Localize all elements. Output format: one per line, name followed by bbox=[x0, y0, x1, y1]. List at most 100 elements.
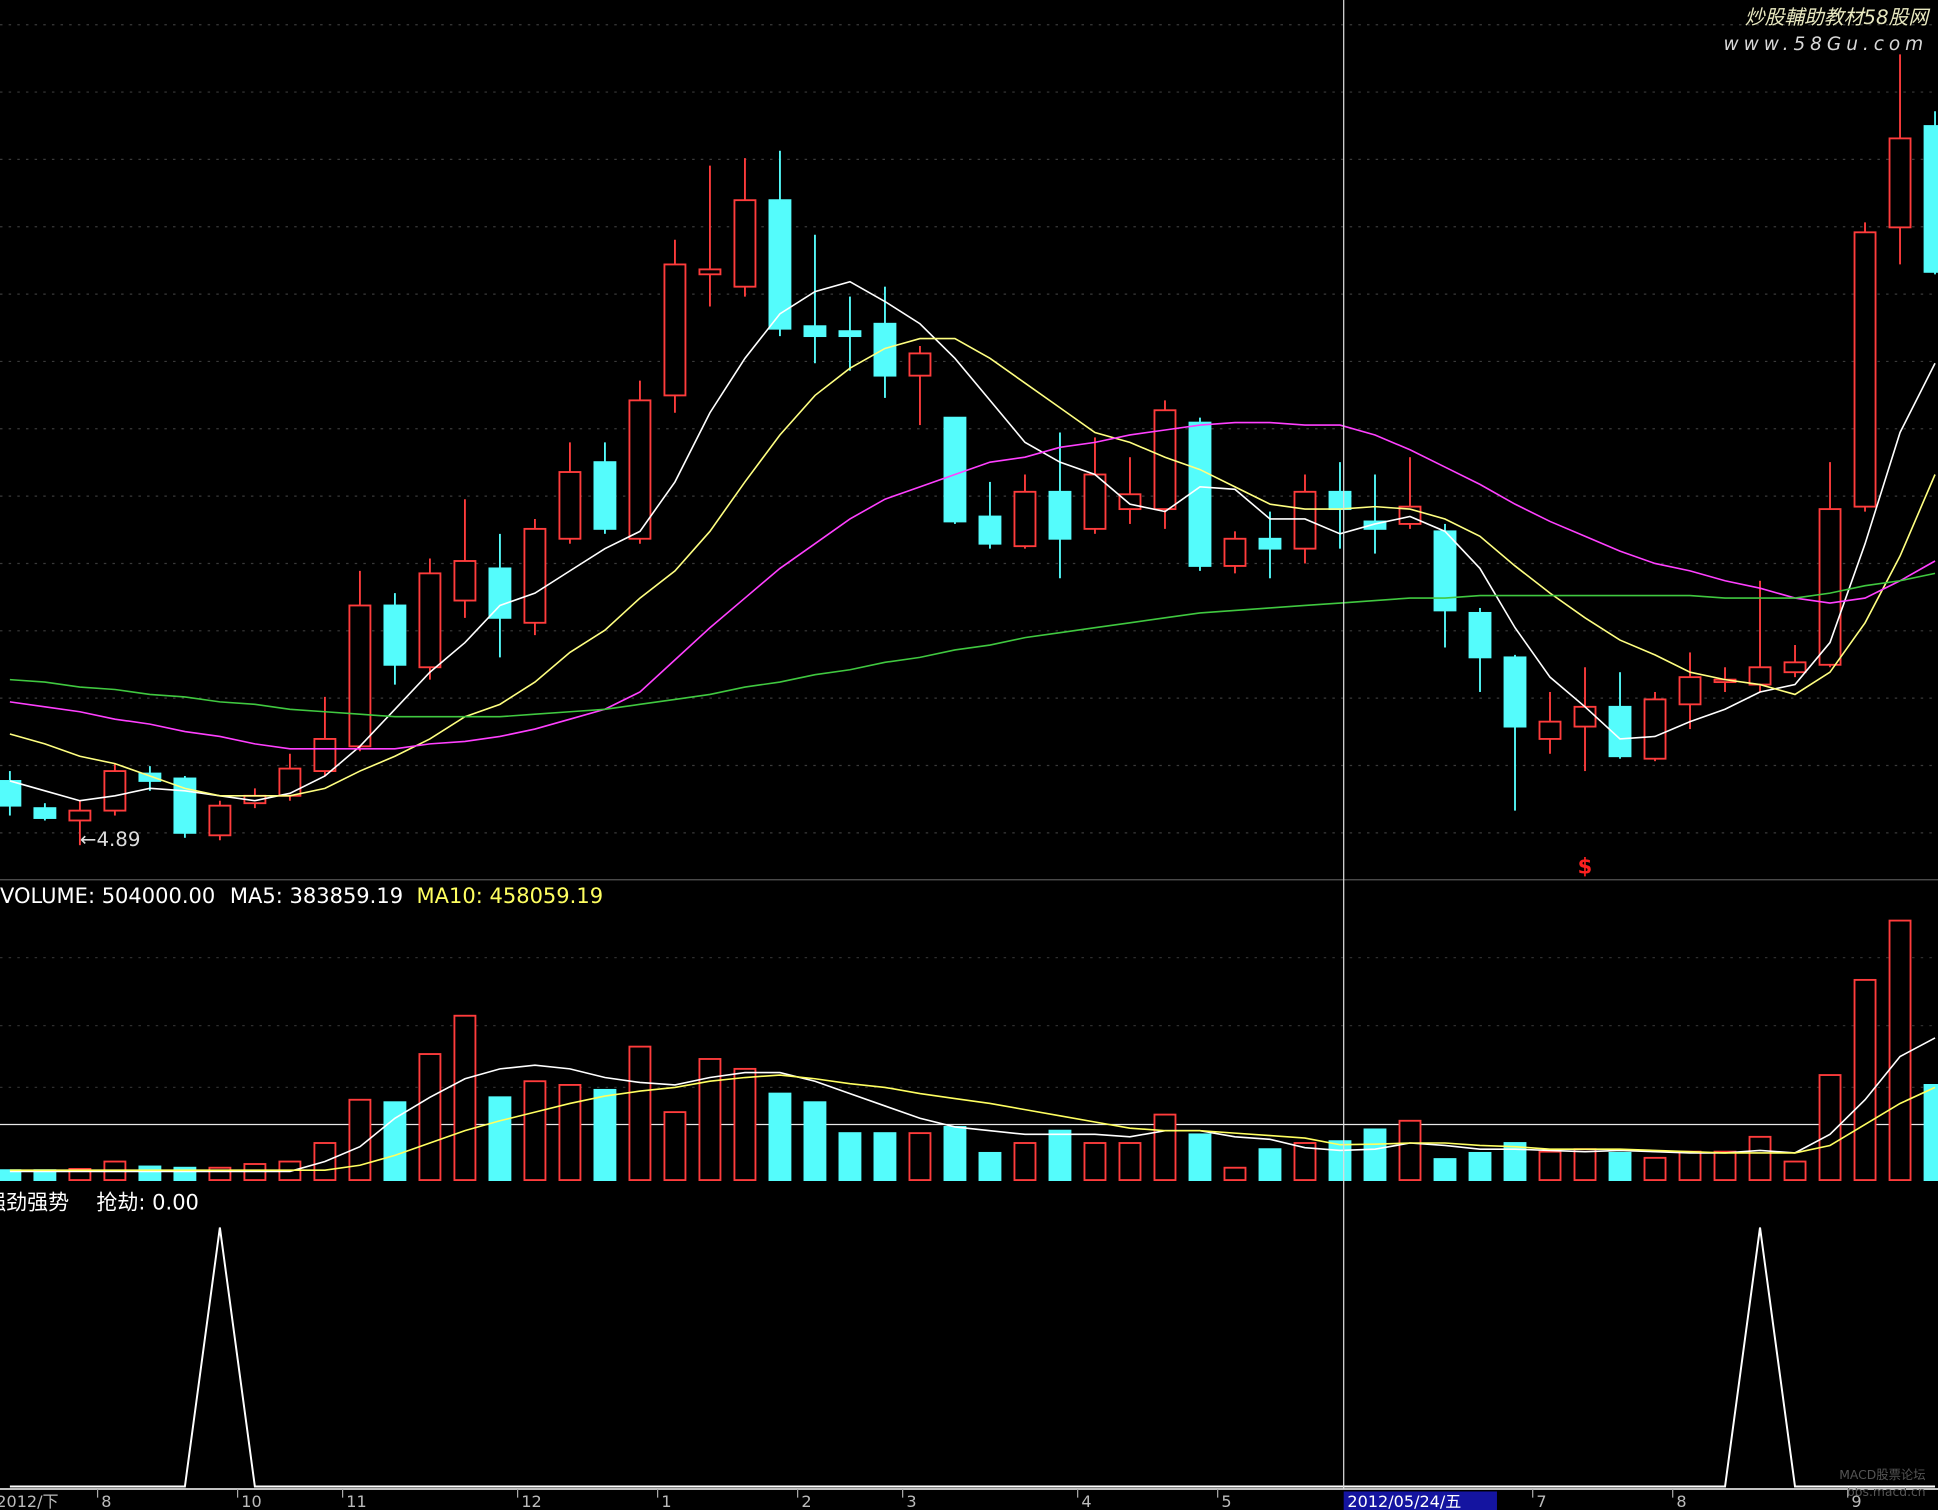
candle-body bbox=[1678, 676, 1702, 706]
x-tick-label: 8 bbox=[101, 1492, 111, 1510]
volume-bar bbox=[978, 1151, 1002, 1182]
x-tick-label: 12 bbox=[521, 1492, 541, 1510]
volume-bar bbox=[1888, 919, 1912, 1182]
volume-bar bbox=[1223, 1166, 1247, 1182]
candle-body bbox=[978, 515, 1002, 545]
volume-bar bbox=[1748, 1135, 1772, 1182]
volume-bar bbox=[1503, 1142, 1527, 1182]
candle-body bbox=[1503, 656, 1527, 728]
candle-body bbox=[68, 809, 92, 822]
indicator-readout: 抢劫: 0.00 bbox=[96, 1191, 199, 1215]
candle-body bbox=[453, 560, 477, 602]
volume-bar bbox=[1608, 1151, 1632, 1182]
candle-body bbox=[103, 770, 127, 812]
volume-bar bbox=[1048, 1129, 1072, 1182]
candle-body bbox=[1083, 473, 1107, 530]
candle-body bbox=[0, 780, 22, 807]
volume-bar bbox=[1573, 1148, 1597, 1182]
candle-body bbox=[1013, 490, 1037, 548]
line bbox=[9, 337, 1936, 797]
crosshair-date: 2012/05/24/五 bbox=[1347, 1492, 1461, 1510]
volume-bar bbox=[593, 1088, 617, 1182]
candle-body bbox=[138, 772, 162, 782]
x-tick-label: 9 bbox=[1851, 1492, 1861, 1510]
candle-body bbox=[348, 604, 372, 748]
volume-bar bbox=[803, 1101, 827, 1182]
candle-body bbox=[698, 268, 722, 276]
ma-readout: MA5: 383859.19 bbox=[230, 884, 403, 908]
candle-body bbox=[313, 738, 337, 772]
watermark: www.58Gu.com bbox=[1724, 34, 1929, 55]
candle-body bbox=[873, 322, 897, 377]
volume-bar bbox=[1853, 978, 1877, 1182]
ma-readout: MA10: 458059.19 bbox=[417, 884, 604, 908]
x-tick-label: 7 bbox=[1536, 1492, 1546, 1510]
candle-body bbox=[523, 527, 547, 624]
candle-body bbox=[1048, 490, 1072, 540]
candle-body bbox=[733, 199, 757, 288]
volume-bar bbox=[558, 1083, 582, 1182]
volume-bar bbox=[628, 1045, 652, 1182]
volume-bar bbox=[838, 1132, 862, 1182]
volume-bar bbox=[1188, 1133, 1212, 1182]
volume-bar bbox=[943, 1126, 967, 1182]
candle-body bbox=[1573, 705, 1597, 728]
candle-body bbox=[1538, 720, 1562, 740]
x-tick-label: 5 bbox=[1221, 1492, 1231, 1510]
line bbox=[9, 1074, 1936, 1171]
candle-body bbox=[768, 199, 792, 330]
volume-bar bbox=[1118, 1142, 1142, 1182]
watermark: 炒股輔助教材58股网 bbox=[1745, 6, 1931, 29]
volume-bar bbox=[908, 1132, 932, 1182]
volume-bar bbox=[1398, 1119, 1422, 1182]
candle-body bbox=[943, 416, 967, 523]
line bbox=[9, 421, 1936, 750]
candle-body bbox=[1783, 661, 1807, 674]
candle-body bbox=[1153, 409, 1177, 511]
volume-bar bbox=[1293, 1142, 1317, 1182]
candle-body bbox=[1258, 537, 1282, 550]
volume-bar bbox=[1783, 1160, 1807, 1182]
line bbox=[9, 280, 1936, 802]
volume-bar bbox=[1433, 1158, 1457, 1182]
volume-bar bbox=[1678, 1150, 1702, 1182]
candle-body bbox=[1363, 520, 1387, 530]
candle-body bbox=[1118, 493, 1142, 511]
volume-bar bbox=[1083, 1142, 1107, 1182]
volume-bar bbox=[1258, 1148, 1282, 1182]
candle-body bbox=[488, 567, 512, 619]
x-tick-label: 3 bbox=[906, 1492, 916, 1510]
candle-body bbox=[33, 807, 57, 819]
volume-readout: VOLUME: 504000.00 bbox=[0, 884, 215, 908]
line bbox=[9, 1037, 1936, 1173]
volume-bar bbox=[138, 1165, 162, 1182]
candle-body bbox=[1608, 705, 1632, 758]
volume-bar bbox=[1713, 1150, 1737, 1182]
watermark: bbs.macd.cn bbox=[1847, 1485, 1926, 1499]
volume-bar bbox=[1643, 1156, 1667, 1182]
volume-bar bbox=[698, 1058, 722, 1182]
volume-bar bbox=[488, 1096, 512, 1182]
volume-bar bbox=[418, 1053, 442, 1182]
candle-body bbox=[803, 325, 827, 338]
grid bbox=[0, 24, 1938, 1089]
volume-bar bbox=[1818, 1074, 1842, 1182]
candle-body bbox=[1888, 137, 1912, 229]
line bbox=[9, 572, 1936, 718]
low-annotation: ←4.89 bbox=[80, 828, 141, 851]
x-tick-label: 11 bbox=[346, 1492, 366, 1510]
candle-body bbox=[1748, 666, 1772, 686]
candle-body bbox=[1188, 421, 1212, 567]
x-tick-label: 4 bbox=[1081, 1492, 1091, 1510]
volume-bar bbox=[873, 1132, 897, 1182]
volume-bar bbox=[68, 1168, 92, 1182]
x-tick-label: 8 bbox=[1676, 1492, 1686, 1510]
candle-body bbox=[278, 767, 302, 797]
signal-marker: $ bbox=[1578, 854, 1593, 878]
volume-bar bbox=[1013, 1142, 1037, 1182]
x-tick-label: 2 bbox=[801, 1492, 811, 1510]
watermark: MACD股票论坛 bbox=[1839, 1468, 1925, 1482]
crosshair-date-box bbox=[1343, 1491, 1497, 1510]
